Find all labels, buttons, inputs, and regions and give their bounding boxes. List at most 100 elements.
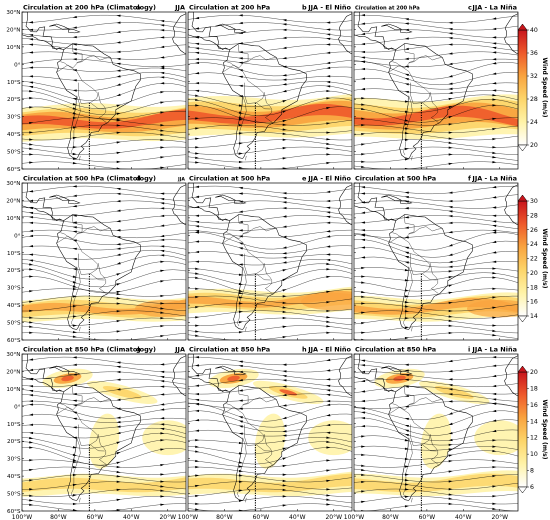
streamlines [354,185,518,340]
streamline-arrow [492,306,497,309]
streamline-arrow [492,117,497,120]
streamline-arrow [116,378,121,381]
streamline-arrow [448,91,453,95]
streamline [188,132,352,141]
streamline [354,36,518,45]
lon-tick-label: 60°W [87,514,104,520]
streamline-arrow [116,83,121,86]
streamline-arrow [194,72,200,75]
streamline-arrow [194,398,200,402]
streamline [22,261,186,280]
streamline [354,272,518,281]
streamline-arrow [492,384,497,388]
streamline-arrow [194,364,200,367]
streamline-arrow [448,87,453,90]
panel-letter: d [136,175,141,183]
lat-tick-label: 20°S [7,268,21,274]
streamline-arrow [492,459,497,462]
streamline-arrow [238,273,244,276]
streamline [22,44,186,53]
streamline-arrow [195,161,200,164]
colorbar-tick-label: 30 [530,198,538,205]
streamline-arrow [326,21,331,24]
streamline [188,154,352,163]
streamline-arrow [282,479,287,483]
streamline-arrow [194,419,200,422]
streamline-arrow [160,269,165,273]
streamline-arrow [160,197,165,201]
streamline-arrow [29,121,34,125]
streamline [354,15,518,23]
streamline-arrow [361,97,366,100]
streamline [22,481,186,490]
colorbar-tick-label: 40 [530,27,538,34]
panel-letter: g [136,346,141,354]
streamline [22,378,186,387]
streamline-arrow [29,131,34,134]
streamline-arrow [282,473,287,476]
lat-tick-label: 60°S [7,509,21,515]
streamline-arrow [116,131,121,134]
streamline-arrow [492,46,497,50]
streamline [188,81,352,87]
streamline-arrow [361,500,366,504]
streamline-arrow [282,46,287,49]
streamline-arrow [238,461,244,464]
streamline-arrow [238,118,244,121]
streamline-arrow [116,50,121,54]
streamline-arrow [160,56,165,59]
streamline-arrow [360,221,366,224]
coastlines [22,354,186,503]
streamline [188,481,352,490]
streamline-arrow [448,319,453,322]
streamline-arrow [361,275,366,278]
streamline-arrow [72,417,77,421]
streamline-arrow [28,211,34,215]
streamline-arrow [360,399,366,403]
colorbar-tick-label: 18 [530,385,538,392]
streamline-arrow [404,196,409,199]
streamline-arrow [404,488,410,491]
streamline-arrow [194,89,200,92]
streamline-arrow [326,215,331,218]
streamline-arrow [194,231,199,234]
streamline-arrow [448,62,453,65]
streamline-arrow [160,485,165,488]
streamline-arrow [116,243,121,246]
streamline-arrow [282,495,287,498]
streamline-arrow [195,306,200,309]
streamline-arrow [404,236,409,239]
streamline-arrow [116,452,121,455]
colorbar-tick-label: 14 [530,418,538,425]
streamline-arrow [160,29,165,32]
streamline [354,146,518,155]
streamline-arrow [326,221,331,224]
lon-tick-label: 100°W [178,514,198,520]
streamline-arrow [238,291,244,295]
streamline-arrow [492,329,497,333]
streamline-arrow [28,43,34,46]
streamline-arrow [116,41,121,44]
streamline-arrow [282,295,287,298]
colorbar-tick-label: 18 [530,284,538,291]
streamline [354,222,518,231]
streamline-arrow [360,390,366,393]
streamline-arrow [360,211,366,214]
streamline-arrow [492,439,497,442]
coastlines [188,354,352,503]
streamline-arrow [448,488,453,491]
streamline-arrow [28,358,34,361]
streamline-arrow [160,302,165,305]
streamline-arrow [282,138,287,141]
streamline-arrow [326,258,331,262]
streamline-arrow [28,38,34,41]
streamline [354,317,518,326]
streamline-arrow [360,229,366,232]
streamline [188,117,352,126]
streamline-arrow [361,464,366,467]
streamline-arrow [116,192,121,196]
streamline-arrow [72,509,78,511]
streamline-arrow [448,438,453,442]
streamline-arrow [28,368,34,372]
streamline [354,139,518,148]
